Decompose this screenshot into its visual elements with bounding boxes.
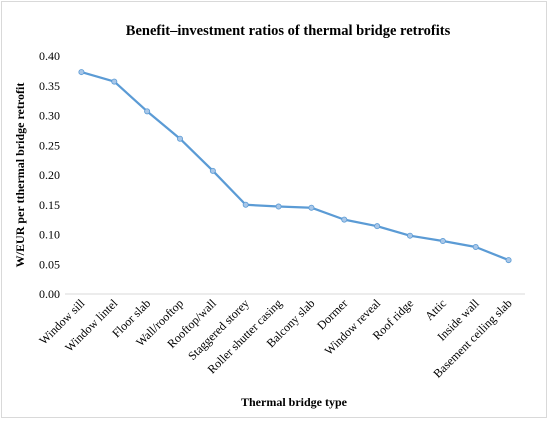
series-line	[81, 70, 509, 262]
y-axis-title: W/EUR per tthermal bridge retrofit	[13, 83, 27, 268]
data-point	[341, 216, 348, 223]
data-point	[439, 238, 446, 245]
data-point	[308, 204, 315, 211]
data-point	[406, 232, 413, 239]
chart-title: Benefit–investment ratios of thermal bri…	[126, 23, 451, 39]
series-group	[78, 69, 512, 264]
y-tick-label: 0.20	[39, 168, 60, 182]
y-axis-ticks: 0.00 0.05 0.10 0.15 0.20 0.25 0.30 0.35 0.40	[39, 49, 60, 301]
y-tick-label: 0.30	[39, 109, 60, 123]
x-axis-title: Thermal bridge type	[241, 395, 348, 409]
y-tick-label: 0.10	[39, 228, 60, 242]
y-tick-label: 0.25	[39, 138, 60, 152]
data-point	[275, 203, 282, 210]
data-point	[78, 69, 85, 76]
data-point	[505, 257, 512, 264]
data-point	[374, 223, 381, 230]
data-point	[242, 201, 249, 208]
data-point	[472, 243, 479, 250]
data-point	[144, 108, 151, 115]
y-tick-label: 0.40	[39, 49, 60, 63]
y-tick-label: 0.15	[39, 198, 60, 212]
y-tick-label: 0.00	[39, 287, 60, 301]
data-point	[176, 135, 183, 142]
y-tick-label: 0.05	[39, 257, 60, 271]
data-point	[209, 167, 216, 174]
y-tick-label: 0.35	[39, 79, 60, 93]
data-point	[111, 78, 118, 85]
x-category-label: Attic	[422, 296, 449, 323]
